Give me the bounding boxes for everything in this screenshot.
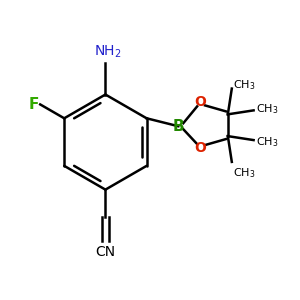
Text: CH$_3$: CH$_3$: [233, 166, 255, 180]
Text: CH$_3$: CH$_3$: [233, 78, 255, 92]
Text: CN: CN: [95, 245, 116, 259]
Text: F: F: [29, 97, 40, 112]
Text: B: B: [172, 119, 184, 134]
Text: O: O: [194, 141, 206, 155]
Text: NH$_2$: NH$_2$: [94, 44, 121, 60]
Text: O: O: [194, 95, 206, 110]
Text: CH$_3$: CH$_3$: [256, 135, 278, 149]
Text: CH$_3$: CH$_3$: [256, 103, 278, 116]
